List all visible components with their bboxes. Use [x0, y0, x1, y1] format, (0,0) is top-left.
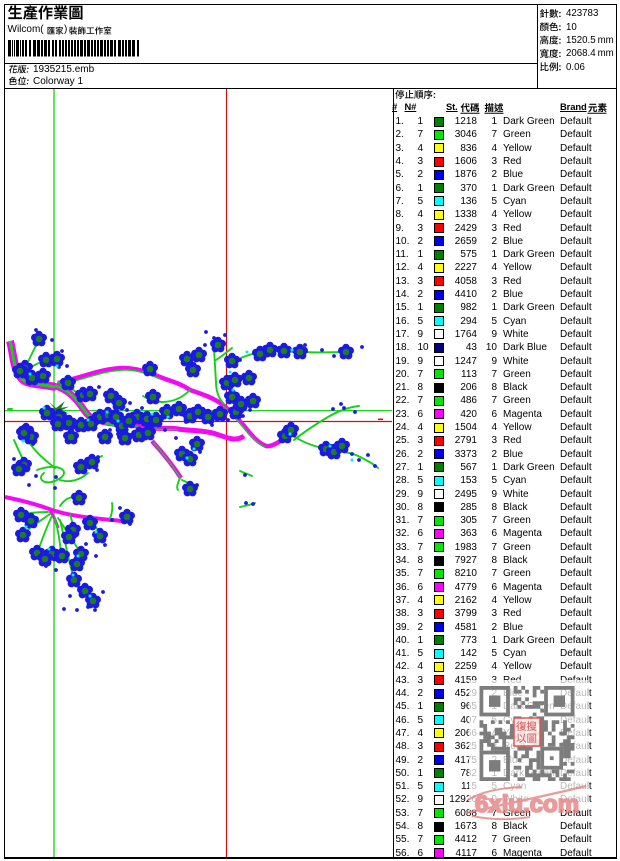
svg-text:6xiu.com: 6xiu.com: [475, 791, 579, 818]
